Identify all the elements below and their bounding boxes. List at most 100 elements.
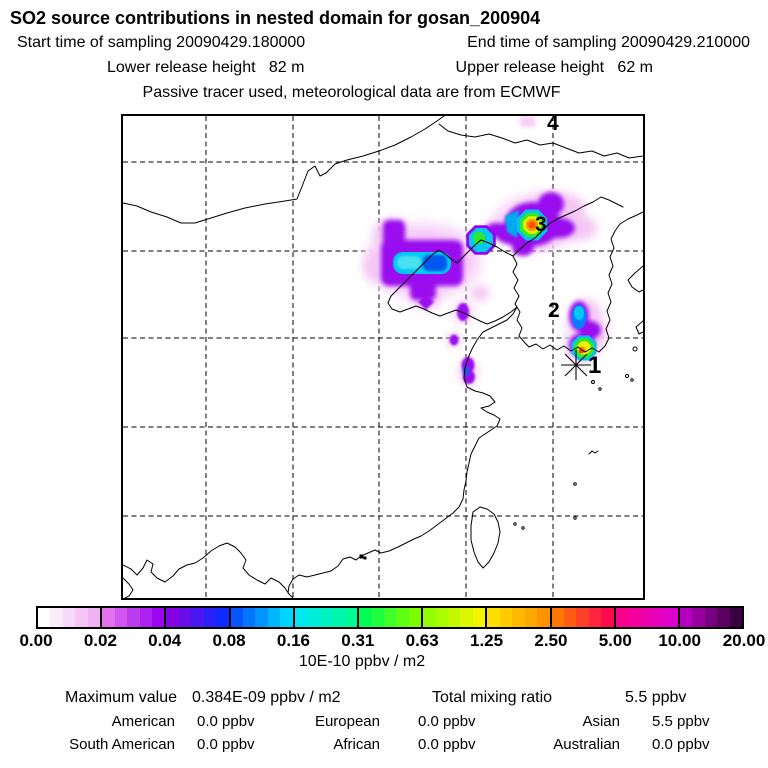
plume-core-band [393,252,470,376]
colorbar-cell [344,608,357,627]
colorbar-cell [537,608,550,627]
colorbar-cell [423,608,436,627]
colorbar-cell [75,608,88,627]
region-name: South American [69,736,175,753]
colorbar-cell [87,608,101,627]
colorbar-cell [717,608,730,627]
max-value-number: 0.384E-09 ppbv / m2 [192,689,341,706]
colorbar-cell [243,608,256,627]
coastline [123,116,643,598]
colorbar-tick-label: 0.16 [276,631,310,650]
total-mixing-ratio-value: 5.5 ppbv [625,689,687,706]
colorbar-cell [396,608,409,627]
colorbar-cell [653,608,666,627]
colorbar-cell [729,608,743,627]
region-value: 0.0 ppbv [418,713,476,730]
colorbar-tick-row: 0.00 0.02 0.04 0.08 0.16 0.31 0.63 1.25 2.50 5.00… [0,631,768,651]
colorbar-cell [408,608,422,627]
colorbar-cell [166,608,179,627]
colorbar-cell [563,608,577,627]
map-panel: 1 2 3 4 [121,114,645,600]
colorbar-cell [230,608,243,627]
receptor-marker [561,350,591,380]
summary-stats-line: Maximum value 0.384E-09 ppbv / m2 Total … [0,689,768,709]
region-name: Asian [582,713,620,730]
region-name: Australian [553,736,620,753]
colorbar-cell [294,608,308,627]
start-time-text: Start time of sampling 20090429.180000 [17,34,306,51]
region-name: American [111,713,175,730]
colorbar-tick-label: 2.50 [534,631,568,650]
region-name: African [333,736,380,753]
colorbar-tick-label: 0.00 [19,631,53,650]
colorbar-cell [692,608,705,627]
colorbar-cell [139,608,152,627]
plume-korea-core [571,305,597,361]
colorbar-cell [203,608,217,627]
colorbar-cell [704,608,718,627]
colorbar-cell [615,608,629,627]
colorbar-cell [38,608,51,627]
colorbar-tick-label: 0.08 [212,631,246,650]
colorbar-cell [512,608,525,627]
colorbar-segment [294,608,359,627]
colorbar-cell [151,608,165,627]
source-label-1: 1 [588,352,601,379]
colorbar-tick-label: 0.63 [405,631,439,650]
colorbar-cell [255,608,268,627]
colorbar-cell [435,608,448,627]
colorbar-tick-label: 0.04 [148,631,182,650]
japan-coast [627,265,643,293]
colorbar-tick-label: 10.00 [658,631,701,650]
region-value: 5.5 ppbv [652,713,710,730]
colorbar-cell [551,608,564,627]
taiwan-island [470,506,501,569]
colorbar-cell [601,608,614,627]
colorbar-cell [472,608,486,627]
colorbar-cell [499,608,513,627]
colorbar-tick-label: 20.00 [722,631,766,650]
colorbar-segment [38,608,103,627]
colorbar-segment [679,608,743,627]
colorbar-cell [216,608,229,627]
colorbar-unit-label: 10E-10 ppbv / m2 [298,653,426,670]
colorbar-cell [178,608,192,627]
upper-release-text: Upper release height 62 m [455,59,653,76]
colorbar-tick-label: 5.00 [598,631,632,650]
colorbar-cell [628,608,641,627]
plume-patch-top [520,116,535,127]
colorbar-cell [679,608,693,627]
colorbar-cell [307,608,320,627]
map-canvas: 1 2 3 4 [123,116,643,598]
colorbar-cell [191,608,204,627]
colorbar-cell [460,608,473,627]
colorbar-cell [524,608,538,627]
tracer-note-line: Passive tracer used, meteorological data… [142,84,561,101]
region-name: European [314,713,380,730]
colorbar-segment [358,608,424,627]
release-height-line: Lower release height 82 m Upper release … [0,59,768,77]
lower-release-text: Lower release height 82 m [107,59,305,76]
colorbar-segment [166,608,231,627]
colorbar-segment [615,608,680,627]
source-label-4: 4 [547,116,559,135]
colorbar-segment [551,608,616,627]
region-value: 0.0 ppbv [418,736,476,753]
colorbar-cell [267,608,281,627]
sampling-time-line: Start time of sampling 20090429.180000 E… [0,34,768,52]
region-contributions-table: American 0.0 ppbv European 0.0 ppbv Asian 5.5… [0,712,768,754]
colorbar-segment [487,608,552,627]
graticule-grid [123,116,643,598]
colorbar-tick-label: 0.31 [341,631,375,650]
colorbar-cell [358,608,372,627]
region-value: 0.0 ppbv [652,736,710,753]
colorbar-cell [576,608,589,627]
colorbar-segment [230,608,295,627]
colorbar-cell [102,608,115,627]
colorbar-cell [319,608,333,627]
colorbar-segment [102,608,167,627]
colorbar-cell [62,608,76,627]
source-label-2: 2 [548,299,560,322]
colorbar-cell [588,608,602,627]
